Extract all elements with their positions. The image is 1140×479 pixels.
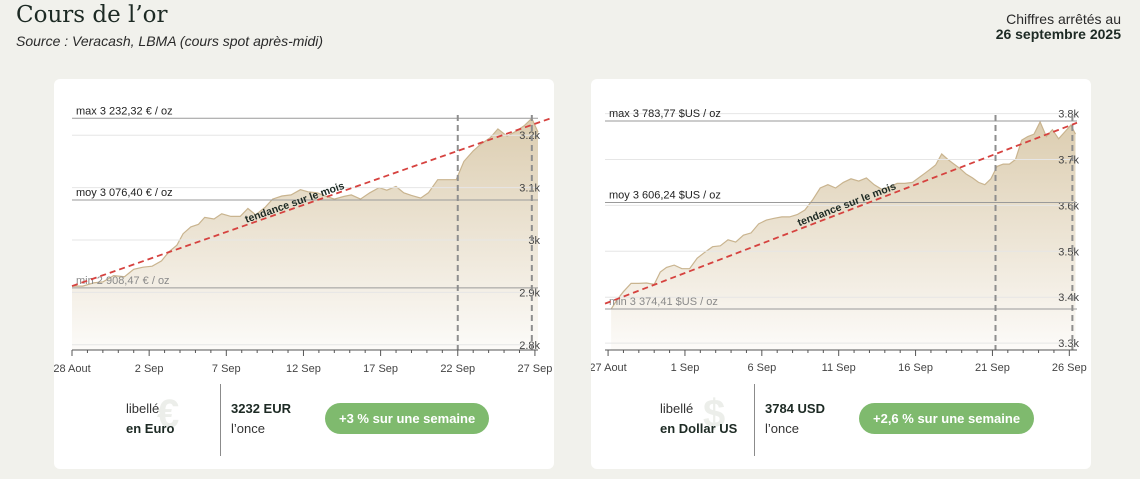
price-line — [610, 120, 1077, 310]
x-tick-label: 11 Sep — [822, 362, 856, 374]
price-line — [72, 117, 539, 287]
price-area — [611, 121, 1076, 351]
page-source: Source : Veracash, LBMA (cours spot aprè… — [16, 33, 324, 49]
trend-line — [604, 121, 1078, 305]
y-tick-label: 3.2k — [519, 130, 540, 142]
min-label: min 2 908,47 € / oz — [76, 275, 170, 287]
mean-label: moy 3 076,40 € / oz — [76, 187, 173, 199]
x-tick-label: 7 Sep — [212, 363, 241, 375]
x-tick-label: 21 Sep — [975, 362, 1010, 374]
price-value: 3232 EUR — [231, 401, 291, 416]
min-label: min 3 374,41 $US / oz — [609, 296, 718, 308]
divider — [754, 384, 755, 456]
card-footer-usd: $ libellé en Dollar US 3784 USD l’once +… — [591, 384, 1091, 456]
x-tick-label: 6 Sep — [747, 362, 776, 374]
y-tick-label: 3.3k — [1058, 338, 1079, 350]
price-text-usd: 3784 USD l’once — [765, 399, 825, 439]
y-tick-label: 3.4k — [1058, 292, 1079, 304]
max-label: max 3 232,32 € / oz — [76, 105, 173, 117]
x-tick-label: 27 Aout — [591, 362, 627, 374]
unit-name: en Dollar US — [660, 421, 738, 436]
y-tick-label: 3.1k — [519, 183, 540, 195]
price-area — [72, 118, 538, 351]
weekly-change-badge: +3 % sur une semaine — [325, 403, 490, 434]
trend-line — [71, 117, 551, 287]
unit-text-usd: libellé en Dollar US — [660, 399, 737, 439]
unit-label: libellé — [660, 401, 694, 416]
y-tick-label: 2.9k — [519, 287, 540, 299]
y-tick-label: 3.6k — [1058, 200, 1079, 212]
x-tick-label: 17 Sep — [363, 363, 398, 375]
x-tick-label: 28 Aout — [54, 363, 91, 375]
y-tick-label: 3.5k — [1058, 246, 1079, 258]
chart-usd: 3.3k 3.4k 3.5k 3.6k 3.7k 3.8k max 3 783,77 $US… — [591, 108, 1087, 374]
unit-name: en Euro — [126, 421, 175, 436]
y-tick-label: 3.8k — [1058, 109, 1079, 121]
divider — [220, 384, 221, 456]
chart-card-euro: 2.8k 2.9k 3k 3.1k 3.2k max 3 232,32 € / oz moy… — [54, 79, 554, 469]
page-title: Cours de l’or — [16, 2, 168, 28]
price-unit: l’once — [765, 421, 799, 436]
x-tick-label: 27 Sep — [517, 363, 552, 375]
date-label: Chiffres arrêtés au — [1006, 11, 1121, 27]
x-tick-label: 22 Sep — [440, 363, 475, 375]
euro-symbol-icon: € — [157, 392, 180, 436]
y-tick-label: 2.8k — [519, 340, 540, 352]
x-tick-label: 12 Sep — [286, 363, 321, 375]
price-unit: l’once — [231, 421, 265, 436]
x-tick-label: 1 Sep — [671, 362, 700, 374]
chart-euro: 2.8k 2.9k 3k 3.1k 3.2k max 3 232,32 € / oz moy… — [54, 105, 552, 375]
x-tick-label: 2 Sep — [135, 363, 164, 375]
y-tick-label: 3k — [528, 235, 540, 247]
x-tick-label: 16 Sep — [898, 362, 933, 374]
x-tick-label: 26 Sep — [1052, 362, 1087, 374]
unit-label: libellé — [126, 401, 160, 416]
dollar-symbol-icon: $ — [703, 392, 726, 436]
weekly-change-badge: +2,6 % sur une semaine — [859, 403, 1035, 434]
y-tick-label: 3.7k — [1058, 154, 1079, 166]
unit-text-euro: libellé en Euro — [126, 399, 174, 439]
price-text-euro: 3232 EUR l’once — [231, 399, 291, 439]
max-label: max 3 783,77 $US / oz — [609, 108, 721, 120]
date-value: 26 septembre 2025 — [995, 26, 1121, 42]
date-block: Chiffres arrêtés au 26 septembre 2025 — [996, 12, 1121, 42]
mean-label: moy 3 606,24 $US / oz — [609, 190, 721, 202]
chart-card-usd: 3.3k 3.4k 3.5k 3.6k 3.7k 3.8k max 3 783,77 $US… — [591, 79, 1091, 469]
card-footer-euro: € libellé en Euro 3232 EUR l’once +3 % s… — [54, 384, 554, 456]
price-value: 3784 USD — [765, 401, 825, 416]
